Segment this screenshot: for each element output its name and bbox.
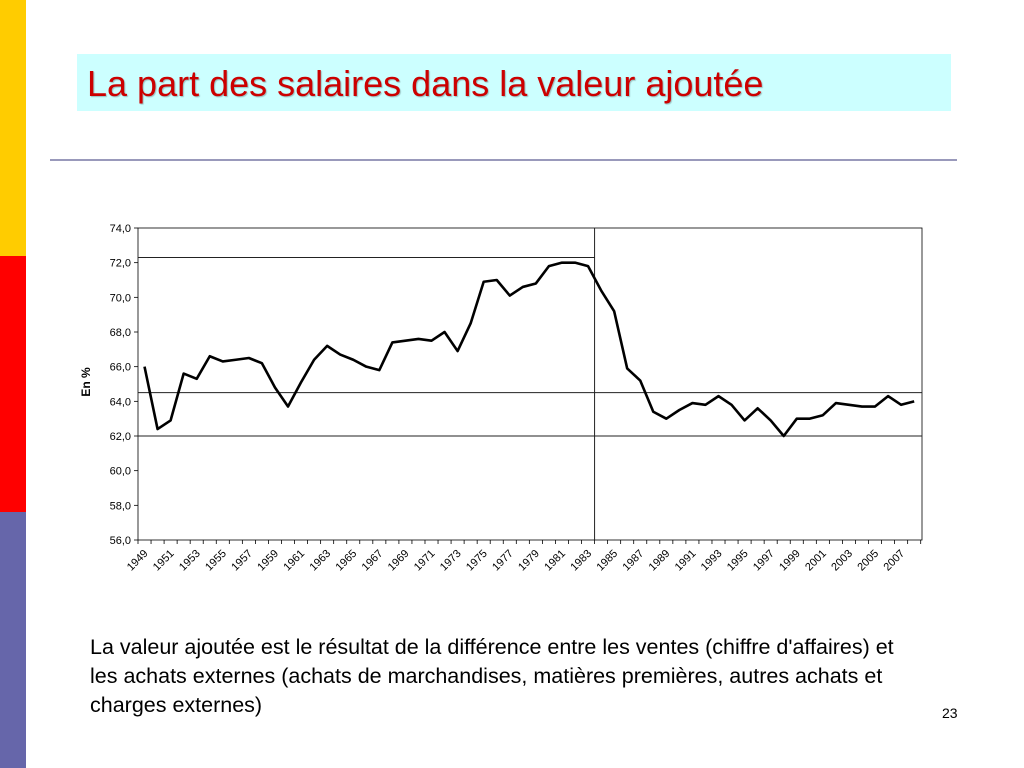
x-tick-label: 1997	[751, 548, 777, 574]
y-tick-label: 58,0	[110, 500, 131, 512]
x-tick-label: 1999	[777, 548, 803, 574]
x-tick-label: 1985	[594, 548, 620, 574]
x-tick-label: 1995	[725, 548, 751, 574]
x-tick-label: 1979	[516, 548, 542, 574]
side-band-yellow	[0, 0, 26, 256]
title-box: La part des salaires dans la valeur ajou…	[77, 54, 951, 111]
series-line	[143, 261, 915, 438]
page-number: 23	[942, 705, 958, 721]
title-divider	[50, 159, 957, 161]
x-tick-label: 1961	[281, 548, 307, 574]
plot-area: 56,0 58,0 60,0 62,0 64,0 66,0 68,0 70,0 72,0 74,0…	[110, 223, 923, 574]
x-tick-label: 1957	[229, 548, 255, 574]
line-chart: 56,0 58,0 60,0 62,0 64,0 66,0 68,0 70,0 72,0 74,0…	[79, 223, 923, 574]
y-tick-label: 62,0	[110, 431, 131, 443]
x-tick-label: 1967	[360, 548, 386, 574]
x-tick-label: 2007	[881, 548, 907, 574]
y-tick-label: 72,0	[110, 258, 131, 270]
x-tick-label: 2003	[829, 548, 855, 574]
x-tick-label: 1963	[307, 548, 333, 574]
x-tick-label: 1953	[177, 548, 203, 574]
x-tick-label: 1959	[255, 548, 281, 574]
x-tick-label: 1973	[438, 548, 464, 574]
x-tick-label: 1991	[673, 548, 699, 574]
x-tick-label: 1969	[386, 548, 412, 574]
y-tick-label: 60,0	[110, 466, 131, 478]
y-tick-label: 68,0	[110, 327, 131, 339]
x-tick-label: 1971	[412, 548, 438, 574]
y-tick-label: 70,0	[110, 292, 131, 304]
x-tick-label: 1987	[621, 548, 647, 574]
x-tick-label: 1975	[464, 548, 490, 574]
slide-title: La part des salaires dans la valeur ajou…	[87, 63, 764, 104]
x-tick-label: 1981	[542, 548, 568, 574]
y-tick-label: 66,0	[110, 362, 131, 374]
x-tick-label: 1983	[568, 548, 594, 574]
side-band-blue	[0, 512, 26, 768]
x-tick-label: 2001	[803, 548, 829, 574]
y-tick-label: 74,0	[110, 223, 131, 235]
plot-frame	[137, 227, 923, 541]
x-tick-label: 1951	[151, 548, 177, 574]
x-tick-label: 1977	[490, 548, 516, 574]
x-tick-label: 1949	[125, 548, 151, 574]
y-tick-label: 56,0	[110, 535, 131, 547]
slide-caption: La valeur ajoutée est le résultat de la …	[90, 635, 894, 717]
y-axis-label: En %	[79, 367, 93, 397]
x-tick-label: 1989	[647, 548, 673, 574]
side-band-red	[0, 256, 26, 512]
y-tick-label: 64,0	[110, 396, 131, 408]
x-tick-label: 1965	[334, 548, 360, 574]
x-tick-label: 1993	[699, 548, 725, 574]
x-tick-label: 1955	[203, 548, 229, 574]
x-tick-label: 2005	[855, 548, 881, 574]
